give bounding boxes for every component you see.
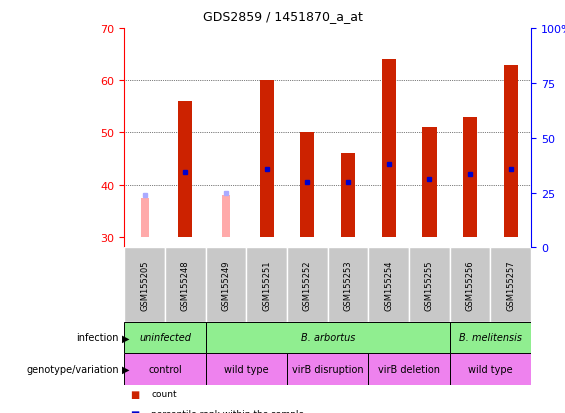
Text: GSM155251: GSM155251 (262, 260, 271, 310)
Text: uninfected: uninfected (139, 332, 191, 343)
Bar (165, 248, 206, 322)
Bar (450, 322, 531, 353)
Text: GSM155255: GSM155255 (425, 260, 434, 310)
Bar (287, 353, 368, 385)
Text: genotype/variation: genotype/variation (26, 364, 119, 374)
Bar (300, 133, 315, 237)
Bar (450, 353, 531, 385)
Bar (141, 198, 149, 237)
Bar (450, 248, 490, 322)
Bar (124, 353, 206, 385)
Text: GSM155253: GSM155253 (344, 260, 353, 310)
Text: virB deletion: virB deletion (378, 364, 440, 374)
Bar (206, 322, 450, 353)
Bar (222, 196, 230, 237)
Text: GSM155248: GSM155248 (181, 260, 190, 310)
Text: ▶: ▶ (121, 364, 129, 374)
Bar (422, 128, 437, 237)
Bar (409, 248, 450, 322)
Text: ▶: ▶ (121, 332, 129, 343)
Text: GSM155254: GSM155254 (384, 260, 393, 310)
Bar (503, 65, 518, 237)
Text: B. arbortus: B. arbortus (301, 332, 355, 343)
Bar (246, 248, 287, 322)
Bar (206, 353, 287, 385)
Text: GSM155257: GSM155257 (506, 260, 515, 310)
Bar (463, 118, 477, 237)
Text: control: control (148, 364, 182, 374)
Bar (490, 248, 531, 322)
Text: percentile rank within the sample: percentile rank within the sample (151, 409, 305, 413)
Text: GSM155252: GSM155252 (303, 260, 312, 310)
Text: B. melitensis: B. melitensis (459, 332, 522, 343)
Bar (368, 353, 450, 385)
Text: ■: ■ (130, 389, 139, 399)
Bar (287, 248, 328, 322)
Text: wild type: wild type (224, 364, 268, 374)
Text: GSM155249: GSM155249 (221, 260, 231, 310)
Bar (328, 248, 368, 322)
Text: GSM155205: GSM155205 (140, 260, 149, 310)
Text: ■: ■ (130, 409, 139, 413)
Bar (206, 248, 246, 322)
Bar (259, 81, 274, 237)
Text: count: count (151, 389, 177, 398)
Bar (124, 322, 206, 353)
Text: GSM155256: GSM155256 (466, 260, 475, 310)
Bar (368, 248, 409, 322)
Bar (124, 248, 165, 322)
Text: infection: infection (76, 332, 119, 343)
Bar (381, 60, 396, 237)
Text: GDS2859 / 1451870_a_at: GDS2859 / 1451870_a_at (203, 10, 362, 23)
Bar (341, 154, 355, 237)
Text: wild type: wild type (468, 364, 512, 374)
Text: virB disruption: virB disruption (292, 364, 363, 374)
Bar (178, 102, 193, 237)
